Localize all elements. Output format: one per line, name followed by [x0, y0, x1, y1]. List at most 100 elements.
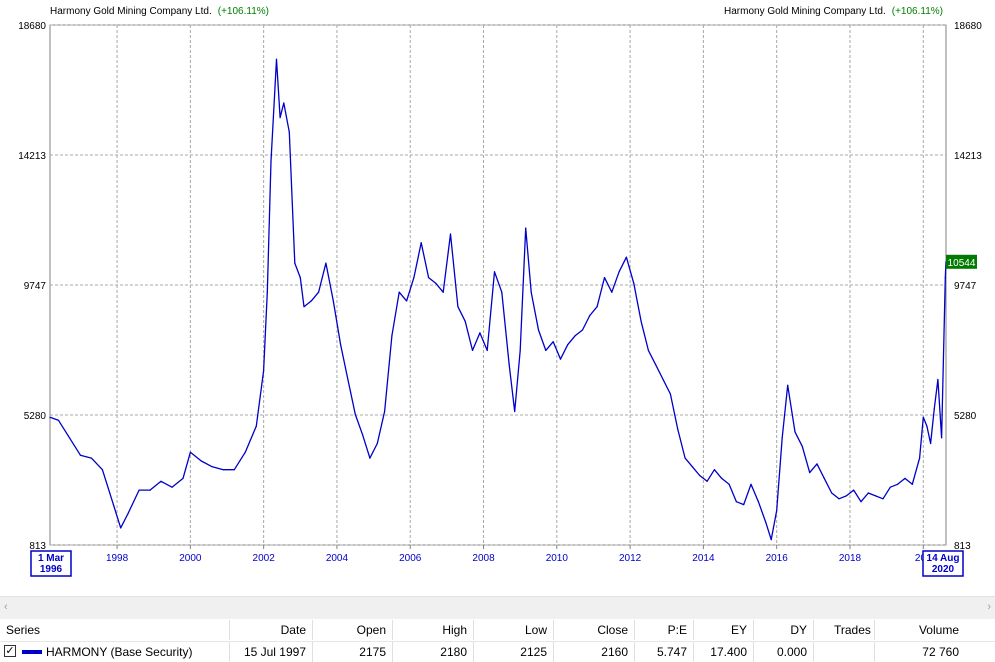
price-point: [801, 445, 803, 447]
price-point: [354, 413, 356, 415]
price-point: [750, 483, 752, 485]
price-point: [567, 344, 569, 346]
header-dy: DY: [754, 620, 814, 640]
x-tick-label: 2018: [839, 553, 862, 564]
chart-header-right: Harmony Gold Mining Company Ltd. (+106.11…: [724, 6, 943, 17]
x-tick-label: 2014: [692, 553, 715, 564]
price-point: [244, 451, 246, 453]
cell-trades: [814, 642, 875, 662]
price-point: [171, 486, 173, 488]
x-tick-label: 2012: [619, 553, 642, 564]
price-point: [90, 457, 92, 459]
x-tick-label: 2010: [546, 553, 569, 564]
chart-area[interactable]: Harmony Gold Mining Company Ltd. (+106.11…: [0, 0, 995, 596]
header-high: High: [393, 620, 474, 640]
x-tick-label: 2004: [326, 553, 349, 564]
y-tick-label-right: 9747: [954, 281, 977, 292]
price-point: [721, 477, 723, 479]
price-point: [933, 408, 935, 410]
price-point: [457, 306, 459, 308]
price-point: [112, 504, 114, 506]
price-point: [897, 483, 899, 485]
x-tick-label: 2000: [179, 553, 202, 564]
chart-header-left: Harmony Gold Mining Company Ltd. (+106.11…: [50, 6, 269, 17]
price-point: [574, 335, 576, 337]
price-point: [735, 501, 738, 503]
price-point: [930, 442, 932, 445]
price-point: [655, 364, 657, 366]
price-point: [552, 341, 554, 343]
x-tick-label: 2002: [253, 553, 276, 564]
cell-pe: 5.747: [635, 642, 694, 662]
last-value-text: 10544: [948, 258, 976, 269]
price-point: [149, 489, 151, 491]
price-point: [310, 300, 312, 302]
price-point: [838, 498, 840, 500]
header-trades: Trades: [814, 620, 875, 640]
price-point: [559, 358, 562, 360]
cell-dy: 0.000: [754, 642, 814, 662]
price-point: [57, 419, 60, 421]
price-point: [211, 466, 213, 468]
price-point: [919, 457, 921, 459]
price-point: [428, 277, 430, 279]
price-point: [625, 256, 628, 258]
price-point: [867, 492, 869, 494]
price-point: [233, 469, 235, 471]
price-point: [926, 425, 928, 427]
price-point: [684, 457, 686, 459]
price-point: [816, 463, 818, 465]
price-point: [101, 469, 103, 471]
y-tick-label-left: 14213: [18, 151, 46, 162]
price-point: [471, 349, 474, 351]
price-point: [449, 233, 452, 235]
price-point: [743, 504, 745, 506]
cell-open: 2175: [313, 642, 393, 662]
x-tick-label: 2016: [766, 553, 789, 564]
price-point: [442, 291, 444, 293]
price-point: [514, 410, 516, 413]
price-point: [603, 277, 606, 279]
price-point: [922, 416, 924, 418]
price-point: [662, 378, 664, 381]
price-point: [138, 489, 140, 491]
price-point: [770, 539, 772, 541]
price-point: [581, 329, 584, 331]
price-point: [669, 393, 672, 395]
chart-scrollbar[interactable]: ‹ ›: [0, 596, 995, 619]
scroll-right-arrow-icon[interactable]: ›: [987, 601, 991, 613]
header-volume: Volume: [918, 623, 959, 637]
price-point: [794, 431, 796, 433]
price-point: [406, 300, 408, 302]
price-point: [765, 521, 767, 523]
price-point: [332, 300, 334, 302]
price-point: [391, 335, 393, 337]
y-tick-label-left: 18680: [18, 21, 46, 32]
price-point: [941, 437, 943, 439]
y-tick-label-left: 9747: [24, 281, 47, 292]
series-data-table: Series Date Open High Low Close P:E EY D…: [0, 619, 995, 662]
price-point: [376, 442, 378, 445]
price-line: [49, 58, 947, 541]
change-percent-left: (+106.11%): [217, 6, 269, 17]
series-cell: ✓ HARMONY (Base Security): [0, 642, 230, 662]
y-tick-label-right: 14213: [954, 151, 982, 162]
table-row[interactable]: ✓ HARMONY (Base Security) 15 Jul 1997 21…: [0, 641, 995, 662]
price-point: [875, 495, 877, 497]
series-visibility-checkbox[interactable]: ✓: [4, 645, 16, 657]
price-point: [160, 480, 162, 482]
y-tick-label-right: 813: [954, 541, 971, 552]
price-point: [347, 378, 349, 381]
series-color-swatch: [22, 650, 42, 654]
price-point: [781, 437, 783, 439]
start-date-label-text: 1996: [40, 564, 63, 575]
price-point: [279, 117, 281, 119]
price-point: [49, 416, 51, 418]
price-point: [493, 271, 496, 273]
price-point: [68, 437, 70, 439]
header-low: Low: [474, 620, 554, 640]
scroll-left-arrow-icon[interactable]: ‹: [4, 601, 8, 613]
price-point: [318, 291, 320, 293]
price-chart[interactable]: 813 813 5280 5280 9747 9747 14213 14213 18680 186…: [0, 0, 995, 596]
price-point: [809, 472, 811, 474]
